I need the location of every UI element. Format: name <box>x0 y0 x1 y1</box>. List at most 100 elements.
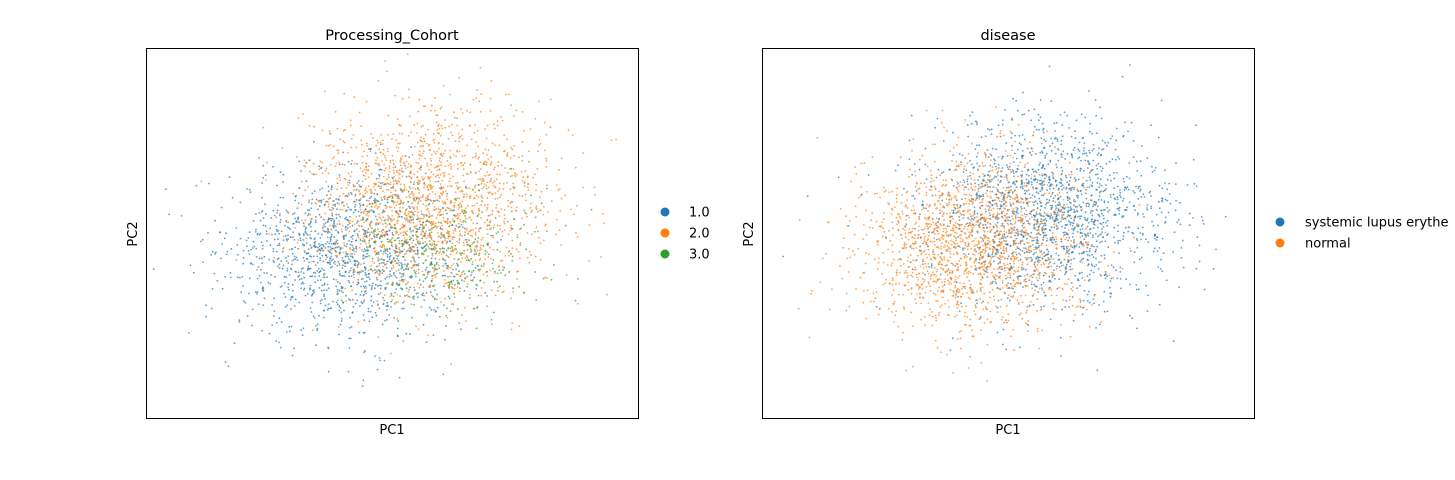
scatter-point <box>458 270 460 273</box>
scatter-point <box>487 256 490 259</box>
scatter-point <box>413 198 415 201</box>
scatter-point <box>329 143 332 146</box>
scatter-point <box>492 226 495 229</box>
scatter-point <box>967 253 970 256</box>
scatter-point <box>386 182 389 185</box>
scatter-point <box>428 240 431 242</box>
scatter-point <box>327 303 330 305</box>
scatter-point <box>1030 231 1033 234</box>
scatter-point <box>365 273 368 276</box>
scatter-point <box>458 241 461 244</box>
scatter-point <box>302 113 304 115</box>
scatter-point <box>974 216 976 219</box>
scatter-point <box>456 212 459 215</box>
scatter-point <box>367 310 370 313</box>
scatter-point <box>367 148 370 150</box>
scatter-point <box>397 301 399 303</box>
scatter-point <box>374 197 376 200</box>
scatter-point <box>301 194 304 197</box>
scatter-point <box>404 219 407 222</box>
scatter-point <box>404 233 407 235</box>
scatter-point <box>429 184 432 187</box>
scatter-point <box>496 120 499 122</box>
scatter-point <box>350 171 353 173</box>
scatter-point <box>321 254 324 257</box>
scatter-point <box>279 171 282 174</box>
scatter-point <box>1070 244 1072 247</box>
scatter-point <box>359 294 362 296</box>
scatter-point <box>489 97 492 100</box>
scatter-point <box>386 201 389 204</box>
scatter-point <box>285 238 288 241</box>
scatter-point <box>389 273 391 276</box>
scatter-point <box>309 170 311 173</box>
scatter-point <box>1070 262 1072 265</box>
scatter-point <box>474 251 477 253</box>
scatter-point <box>1103 310 1106 313</box>
scatter-point <box>1061 184 1064 187</box>
scatter-point <box>338 163 341 166</box>
scatter-point <box>1007 219 1009 222</box>
scatter-point <box>460 134 463 137</box>
scatter-point <box>457 281 460 284</box>
scatter-point <box>397 237 400 239</box>
scatter-point <box>322 260 325 263</box>
scatter-point <box>865 209 867 212</box>
scatter-point <box>1054 240 1057 243</box>
scatter-point <box>490 161 493 163</box>
scatter-point <box>993 203 996 205</box>
scatter-point <box>520 217 523 220</box>
scatter-point <box>432 334 435 336</box>
panel1-legend-item: 2.0 <box>660 227 710 242</box>
scatter-point <box>364 290 367 292</box>
scatter-point <box>841 277 844 280</box>
scatter-point <box>453 214 455 217</box>
scatter-point <box>344 178 347 181</box>
scatter-point <box>956 307 959 309</box>
scatter-point <box>1042 225 1045 227</box>
scatter-point <box>451 283 454 286</box>
scatter-point <box>1017 199 1020 202</box>
scatter-point <box>364 208 367 211</box>
scatter-point <box>335 301 338 304</box>
scatter-point <box>1013 349 1015 352</box>
scatter-point <box>452 275 455 278</box>
scatter-point <box>400 216 403 218</box>
scatter-point <box>862 271 864 274</box>
scatter-point <box>401 266 404 269</box>
scatter-point <box>346 243 349 246</box>
scatter-point <box>484 160 487 163</box>
scatter-point <box>505 246 508 249</box>
scatter-point <box>474 238 477 241</box>
scatter-point <box>355 247 357 249</box>
scatter-point <box>1026 285 1029 287</box>
scatter-point <box>525 248 528 251</box>
scatter-point <box>994 236 996 239</box>
scatter-point <box>594 193 597 196</box>
scatter-point <box>286 240 288 242</box>
scatter-point <box>375 144 378 147</box>
scatter-point <box>471 260 474 263</box>
scatter-point <box>398 177 401 180</box>
scatter-point <box>361 170 364 173</box>
scatter-point <box>494 192 497 194</box>
scatter-point <box>1200 216 1203 218</box>
scatter-point <box>431 266 434 269</box>
scatter-point <box>1050 149 1053 152</box>
scatter-point <box>329 261 331 264</box>
scatter-point <box>986 149 989 151</box>
scatter-point <box>919 158 921 161</box>
scatter-point <box>1005 142 1008 145</box>
scatter-point <box>922 297 925 300</box>
scatter-point <box>1080 209 1083 212</box>
scatter-point <box>295 271 297 273</box>
scatter-point <box>493 272 496 275</box>
scatter-point <box>408 156 411 159</box>
scatter-point <box>526 232 529 234</box>
scatter-point <box>368 239 371 242</box>
scatter-point <box>1086 217 1089 220</box>
scatter-point <box>392 159 394 162</box>
scatter-point <box>904 236 907 239</box>
scatter-point <box>213 272 216 275</box>
scatter-point <box>383 198 386 200</box>
